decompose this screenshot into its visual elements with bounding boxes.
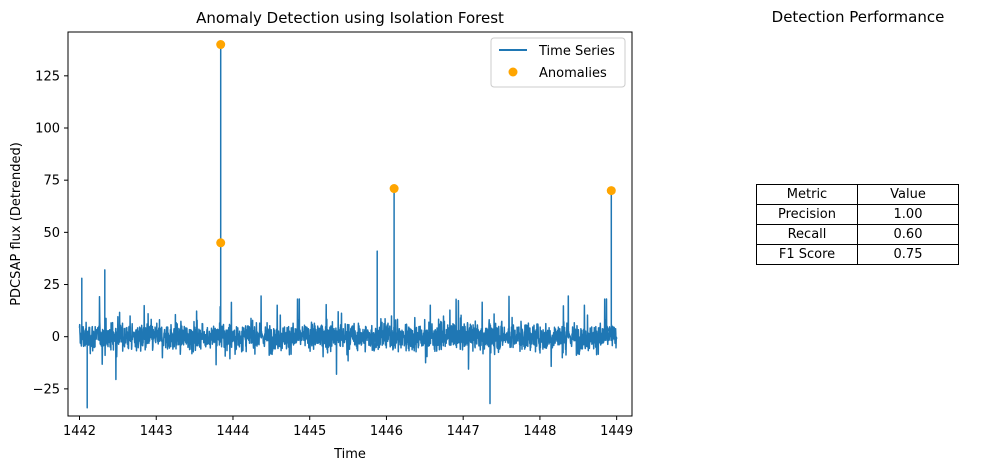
y-tick-label: 75 xyxy=(43,174,60,189)
x-tick-label: 1447 xyxy=(447,424,480,439)
anomaly-point xyxy=(216,40,226,50)
anomaly-point xyxy=(216,238,226,248)
x-tick-label: 1446 xyxy=(370,424,403,439)
table-cell-metric: Recall xyxy=(756,224,858,245)
anomaly-point xyxy=(606,186,616,196)
table-cell-value: 1.00 xyxy=(857,204,959,225)
time-series-group xyxy=(78,43,618,409)
x-tick-label: 1442 xyxy=(63,424,96,439)
x-tick-label: 1444 xyxy=(216,424,249,439)
anomaly-point xyxy=(389,184,399,194)
y-tick-label: 0 xyxy=(52,330,60,345)
table-row: F1 Score 0.75 xyxy=(756,244,959,265)
x-tick-label: 1448 xyxy=(523,424,556,439)
table-cell-metric: Precision xyxy=(756,204,858,225)
table-cell-value: 0.60 xyxy=(857,224,959,245)
table-title: Detection Performance xyxy=(771,8,945,26)
x-tick-label: 1449 xyxy=(600,424,633,439)
y-tick-label: 100 xyxy=(35,122,60,137)
anomaly-points-group xyxy=(216,40,616,248)
table-row: Recall 0.60 xyxy=(756,224,959,245)
table-header-metric: Metric xyxy=(756,184,858,205)
x-tick-label: 1445 xyxy=(293,424,326,439)
chart-title: Anomaly Detection using Isolation Forest xyxy=(196,9,504,27)
legend-marker-swatch xyxy=(508,67,518,77)
series-line-time-series xyxy=(78,43,618,409)
y-tick-label: −25 xyxy=(33,382,60,397)
table-row: Precision 1.00 xyxy=(756,204,959,225)
table-header-value: Value xyxy=(857,184,959,205)
table-cell-value: 0.75 xyxy=(857,244,959,265)
performance-table: Metric Value Precision 1.00 Recall 0.60 … xyxy=(756,184,959,265)
y-tick-label: 25 xyxy=(43,278,60,293)
table-header-row: Metric Value xyxy=(756,184,959,205)
y-tick-label: 125 xyxy=(35,69,60,84)
legend-entry-time-series: Time Series xyxy=(538,44,615,59)
y-axis-ticks: −25 0 25 50 75 100 125 xyxy=(33,69,68,397)
y-axis-label: PDCSAP flux (Detrended) xyxy=(9,142,24,306)
y-tick-label: 50 xyxy=(43,226,60,241)
legend: Time Series Anomalies xyxy=(490,37,626,88)
x-axis-ticks: 1442 1443 1444 1445 1446 1447 1448 1449 xyxy=(63,416,633,439)
table-cell-metric: F1 Score xyxy=(756,244,858,265)
x-tick-label: 1443 xyxy=(140,424,173,439)
plot-area xyxy=(67,31,633,417)
legend-entry-anomalies: Anomalies xyxy=(539,66,607,81)
x-axis-label: Time xyxy=(333,447,366,462)
